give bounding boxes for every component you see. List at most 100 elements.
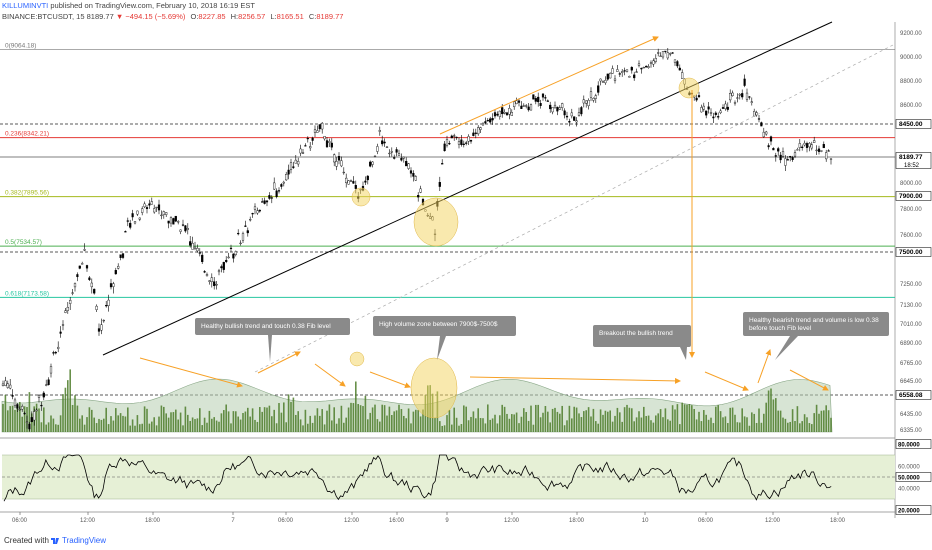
candle-body [400,157,403,161]
candle-body [508,108,511,115]
volume-bar [559,413,561,432]
candle-body [184,225,187,232]
candle-body [150,201,153,205]
volume-bar [482,418,484,432]
candle-body [342,171,345,174]
candle-body [409,170,413,174]
volume-bar [131,419,134,432]
candle-body [412,173,415,177]
candle-body [323,136,326,140]
rsi-label-box [895,505,932,515]
candle-body [753,111,756,117]
volume-bar [376,419,379,432]
candle-body [599,78,602,82]
candle-body [258,209,261,212]
candle-body [229,247,233,249]
y-tick-label: 6335.00 [900,428,922,434]
candle-body [649,62,653,64]
y-tick-label: 9200.00 [900,31,922,37]
candle-body [297,161,300,165]
volume-bar [470,416,472,432]
x-tick-label: 16:00 [389,518,405,524]
volume-bar [395,410,398,432]
volume-bar [83,424,86,432]
volume-bar [703,410,705,432]
volume-bar [542,412,544,432]
candle-body [762,131,765,138]
highlight-marker [410,357,458,419]
price-label-box [895,191,932,201]
candle-body [441,163,444,165]
candle-body [273,182,276,190]
candle-body [460,139,463,145]
open-label: O: [190,12,199,21]
candle-body [594,95,597,99]
candle-body [592,97,595,101]
volume-bar [7,410,9,432]
highlight-marker [351,187,371,207]
author-name[interactable]: KILLUMINVTI [2,1,49,10]
candle-body [321,122,324,130]
candle-body [810,144,813,149]
candle-body [37,395,41,398]
candle-body [695,97,698,101]
candle-body [6,383,9,388]
volume-bar [43,407,45,432]
volume-bar [299,419,302,432]
candle-body [385,146,389,148]
candle-body [325,140,329,148]
candle-body [345,177,348,184]
highlight-marker [413,197,459,247]
tradingview-logo-icon [51,538,59,544]
candle-body [309,146,312,149]
x-tick-label: 7 [231,518,235,524]
y-tick-label: 7250.00 [900,282,922,288]
callout-tail [775,336,798,360]
volume-bar [11,405,14,432]
candle-body [765,131,768,135]
volume-bar [554,407,556,432]
volume-bar [235,411,237,432]
candle-body [726,106,729,110]
last-price: 8189.77 [86,12,114,21]
candle-body [405,161,408,167]
volume-bar [170,412,172,432]
candle-body [280,184,283,187]
volume-bar [551,408,554,432]
candle-body [83,249,86,251]
candle-body [736,97,739,99]
candle-body [666,52,669,59]
tradingview-link[interactable]: TradingView [62,536,107,545]
volume-bar [604,410,607,432]
volume-bar [811,424,813,432]
volume-bar [518,423,520,432]
volume-bar [249,416,251,432]
candle-body [136,210,139,215]
volume-bar [21,416,23,432]
candle-body [611,68,614,74]
candle-body [527,106,530,111]
volume-bar [71,404,74,432]
price-label-box [895,390,932,400]
volume-bar [571,418,573,432]
volume-bar [343,422,345,432]
volume-bar [194,419,196,432]
candle-body [654,58,657,62]
volume-bar [487,404,489,432]
candle-body [352,181,355,184]
volume-bar [645,416,647,432]
volume-bar [321,409,323,432]
volume-bar [664,408,667,432]
volume-bar [439,421,441,432]
candle-body [234,251,237,255]
candle-body [496,113,499,116]
candle-body [549,104,552,110]
close-value: 8189.77 [316,12,344,21]
volume-bar [662,417,664,432]
x-tick-label: 9 [445,518,449,524]
price-chart[interactable]: 9200.00 9000.00 8800.00 8600.00 8000.00 7800.… [0,0,932,530]
volume-bar [561,405,563,432]
volume-bar [50,415,52,432]
rsi-tick-label: 60.0000 [898,465,920,471]
candle-body [304,145,307,147]
